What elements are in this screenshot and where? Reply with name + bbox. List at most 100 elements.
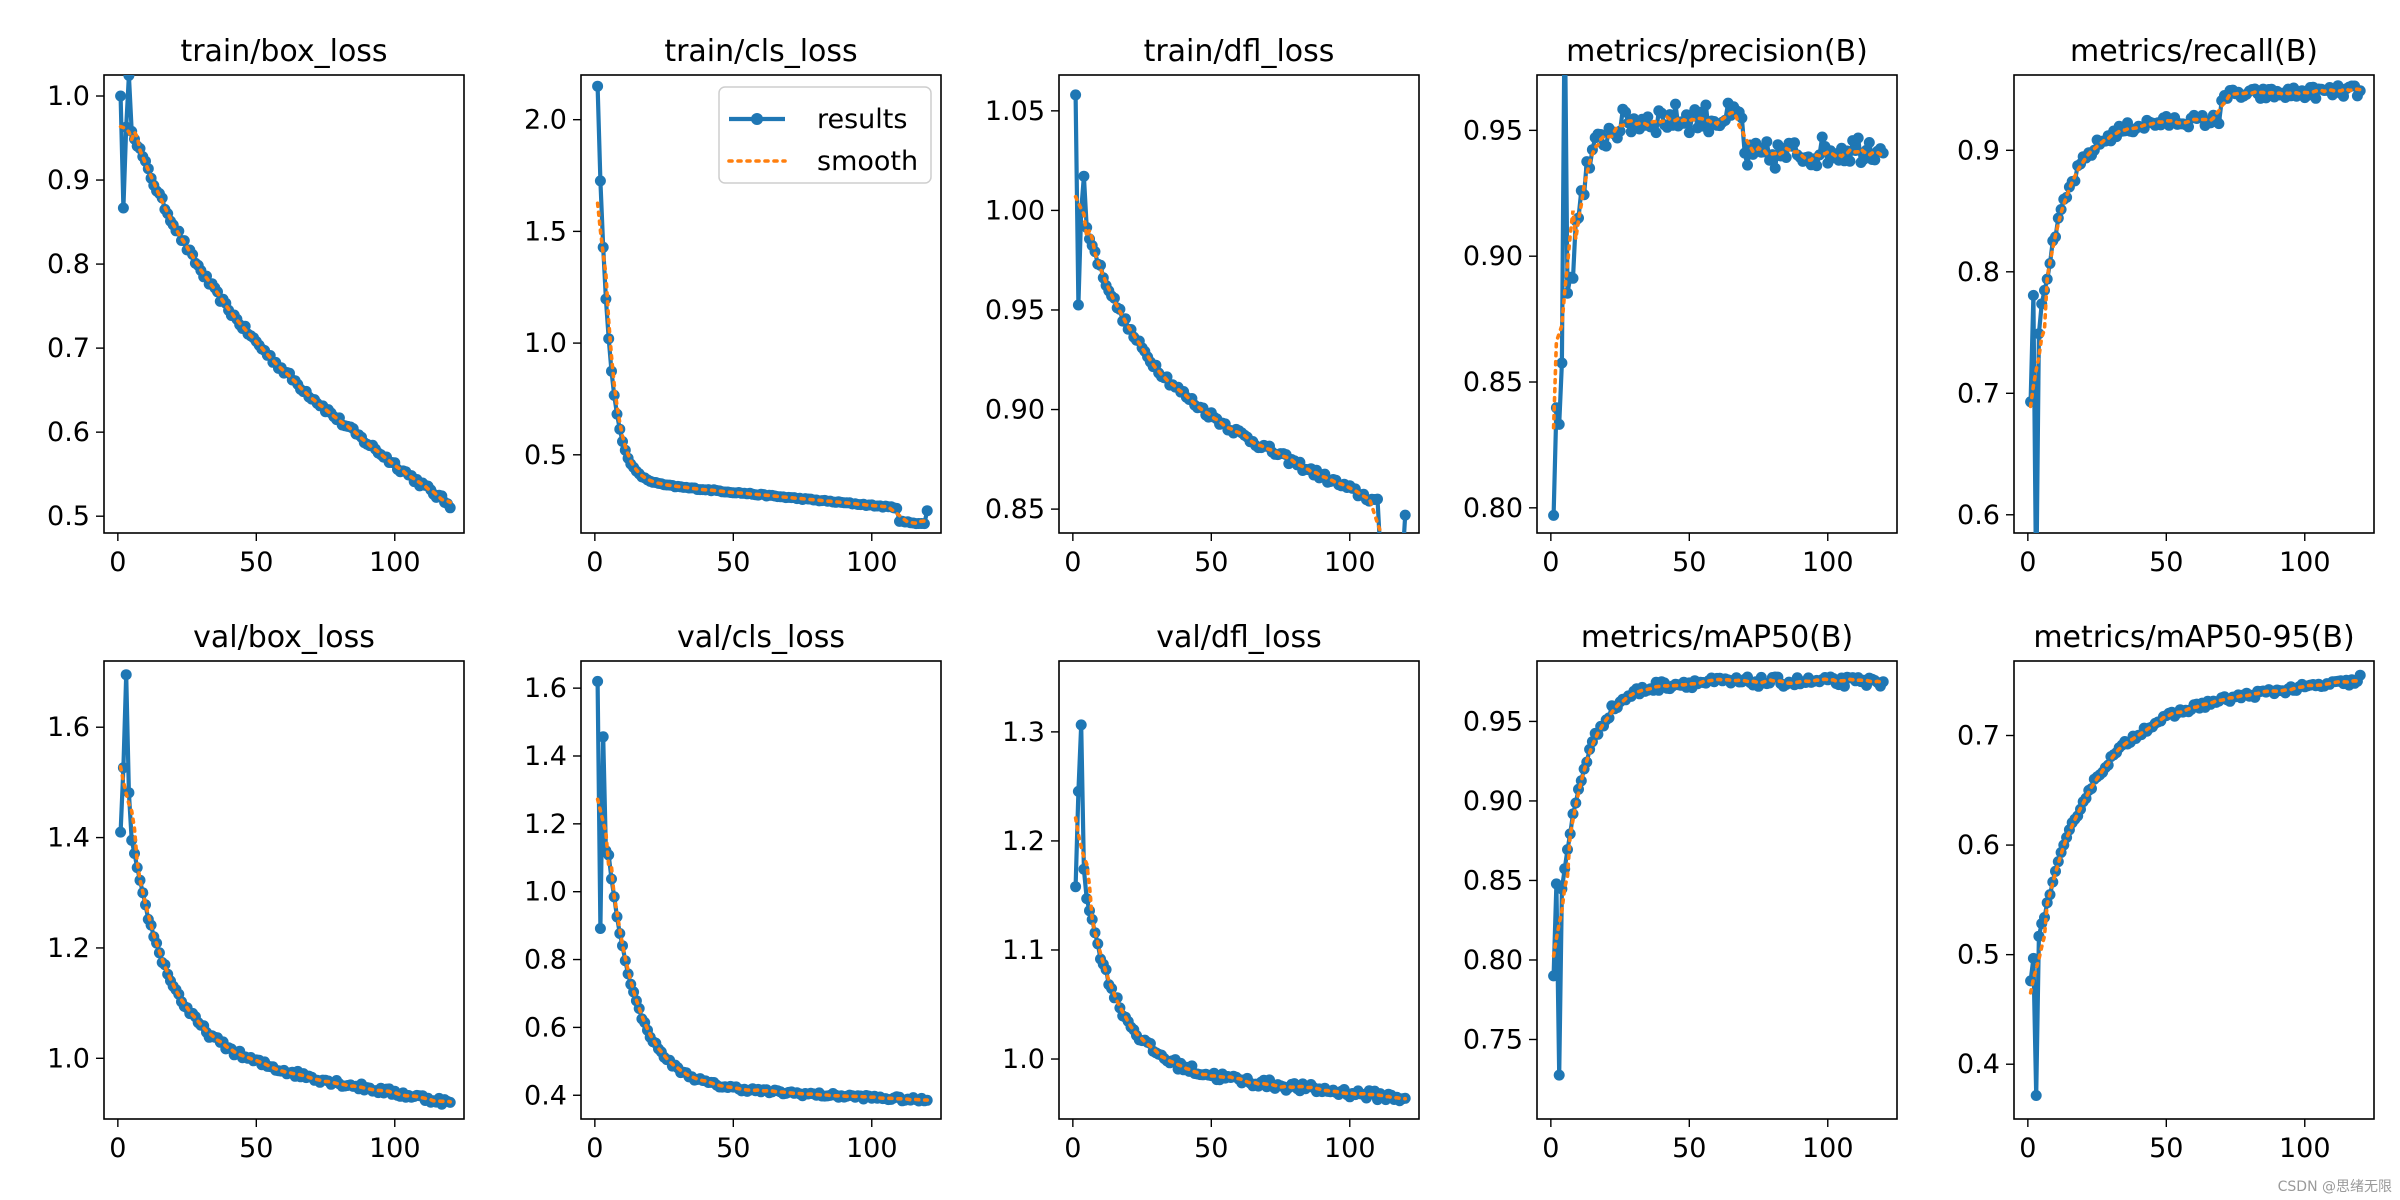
chart-panel-1: train/box_loss 0 50 100 0.5 0.6 0.7 0.8 0.9 1.0	[47, 34, 465, 578]
y-tick-label: 1.00	[985, 195, 1045, 226]
results-point	[592, 80, 604, 92]
y-tick-label: 0.6	[1957, 500, 2000, 531]
y-tick-label: 0.90	[1463, 241, 1523, 272]
x-tick-label: 100	[1802, 1133, 1854, 1164]
x-tick-label: 50	[2149, 1133, 2183, 1164]
x-tick-label: 50	[1672, 1133, 1706, 1164]
chart-panel-5: metrics/recall(B) 0 50 100 0.6 0.7 0.8 0.9	[1957, 34, 2375, 600]
results-point	[1811, 160, 1823, 172]
chart-panel-9: metrics/mAP50(B) 0 50 100 0.75 0.80 0.85 0.90 0.…	[1463, 620, 1898, 1164]
results-point	[2027, 952, 2039, 964]
plot-frame	[580, 660, 942, 1120]
y-tick-label: 0.7	[1957, 378, 2000, 409]
results-point	[1391, 556, 1402, 567]
smooth-line	[1551, 677, 1885, 958]
results-point	[2031, 589, 2042, 600]
y-tick-label: 0.95	[985, 295, 1045, 326]
results-point	[1863, 137, 1875, 148]
x-tick-label: 0	[1064, 547, 1081, 578]
results-point	[1072, 299, 1084, 311]
plot-frame	[1536, 660, 1898, 1120]
results-point	[1575, 775, 1587, 787]
chart-title: metrics/mAP50(B)	[1581, 620, 1853, 655]
y-tick-label: 1.2	[47, 933, 90, 964]
y-tick-label: 1.4	[524, 741, 567, 772]
y-tick-label: 1.2	[524, 809, 567, 840]
x-tick-label: 0	[586, 1133, 603, 1164]
legend: results smooth	[718, 86, 932, 184]
results-point	[1564, 828, 1576, 840]
results-point	[1642, 111, 1654, 123]
results-point	[2260, 92, 2272, 104]
y-tick-label: 1.5	[524, 216, 567, 247]
results-point	[1736, 112, 1748, 124]
chart-title: val/dfl_loss	[1156, 620, 1321, 655]
smooth-line	[595, 201, 929, 525]
x-tick-label: 0	[1064, 1133, 1081, 1164]
results-point	[1789, 137, 1800, 149]
results-point	[117, 202, 129, 214]
x-tick-label: 0	[1542, 1133, 1559, 1164]
chart-title: metrics/mAP50-95(B)	[2033, 620, 2354, 655]
smooth-line	[1551, 110, 1885, 430]
results-point	[1650, 127, 1662, 139]
legend-results-marker	[751, 113, 763, 125]
results-point	[123, 75, 135, 81]
chart-title: val/cls_loss	[677, 620, 845, 655]
smooth-line	[2028, 87, 2362, 409]
results-point	[1877, 676, 1889, 688]
results-point	[1844, 155, 1856, 167]
y-tick-label: 0.5	[1957, 940, 2000, 971]
chart-title: val/box_loss	[193, 620, 375, 655]
plot-frame	[1058, 74, 1420, 534]
y-tick-label: 0.4	[1957, 1049, 2000, 1080]
x-tick-label: 0	[109, 547, 126, 578]
y-tick-label: 0.90	[985, 395, 1045, 426]
results-point	[1399, 509, 1411, 521]
results-point	[1573, 212, 1584, 224]
chart-panel-7: val/cls_loss 0 50 100 0.4 0.6 0.8 1.0 1.2 1.4 1.6	[524, 620, 942, 1164]
y-tick-label: 0.6	[47, 417, 90, 448]
results-point	[1072, 785, 1084, 797]
y-tick-label: 1.0	[524, 328, 567, 359]
x-tick-label: 0	[2019, 547, 2036, 578]
legend-box	[718, 86, 932, 184]
results-point	[1075, 719, 1087, 731]
y-tick-label: 0.95	[1463, 115, 1523, 146]
results-point	[2033, 930, 2045, 942]
results-point	[2310, 92, 2322, 104]
y-tick-label: 0.5	[524, 440, 567, 471]
y-tick-label: 0.80	[1463, 493, 1523, 524]
results-point	[1838, 680, 1850, 692]
y-tick-label: 1.6	[524, 673, 567, 704]
y-tick-label: 0.80	[1463, 945, 1523, 976]
results-point	[1780, 152, 1792, 163]
y-tick-label: 0.5	[47, 501, 90, 532]
x-tick-label: 50	[716, 1133, 750, 1164]
results-point	[2213, 118, 2225, 130]
chart-panel-8: val/dfl_loss 0 50 100 1.0 1.1 1.2 1.3	[1002, 620, 1420, 1164]
results-point	[1389, 557, 1400, 568]
x-tick-label: 100	[369, 1133, 421, 1164]
smooth-line	[2028, 678, 2362, 995]
y-tick-label: 0.6	[1957, 830, 2000, 861]
results-point	[1625, 126, 1637, 138]
x-tick-label: 100	[846, 547, 898, 578]
x-tick-label: 100	[2279, 547, 2331, 578]
x-tick-label: 0	[2019, 1133, 2036, 1164]
plot-frame	[2013, 74, 2375, 534]
results-point	[1375, 544, 1386, 555]
results-point	[1567, 272, 1579, 284]
results-point	[1600, 140, 1612, 152]
chart-panel-10: metrics/mAP50-95(B) 0 50 100 0.4 0.5 0.6 0.7	[1957, 620, 2375, 1164]
results-point	[1559, 0, 1570, 3]
x-tick-label: 100	[1324, 1133, 1376, 1164]
results-point	[1378, 551, 1389, 562]
results-point	[1372, 493, 1383, 505]
plot-frame	[103, 660, 465, 1120]
y-tick-label: 0.9	[47, 165, 90, 196]
x-tick-label: 100	[1802, 547, 1854, 578]
chart-panel-2: train/cls_loss 0 50 100 0.5 1.0 1.5 2.0 results s…	[524, 34, 942, 578]
y-tick-label: 1.0	[47, 81, 90, 112]
results-point	[1553, 418, 1565, 430]
